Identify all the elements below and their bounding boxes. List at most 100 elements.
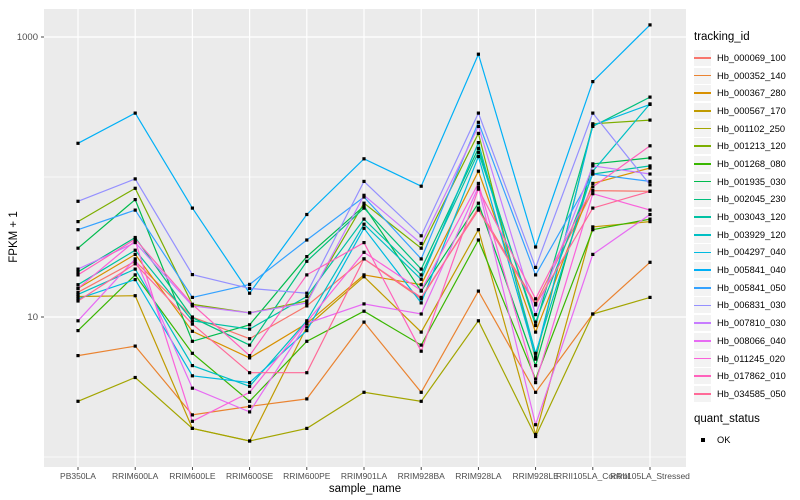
data-point <box>591 181 595 185</box>
data-point <box>648 156 652 160</box>
x-tick-label: RRIM600PE <box>283 471 331 481</box>
data-point <box>248 371 252 375</box>
legend-key-swatch <box>694 138 711 155</box>
data-point <box>190 316 194 320</box>
data-point <box>362 179 366 183</box>
data-point <box>419 267 423 271</box>
data-point <box>476 187 480 191</box>
data-point <box>476 206 480 210</box>
legend-item: Hb_005841_040 <box>694 261 800 279</box>
x-axis-title: sample_name <box>328 483 402 495</box>
data-point <box>419 295 423 299</box>
data-point <box>534 351 538 355</box>
data-point <box>476 185 480 189</box>
data-point <box>305 255 309 259</box>
data-point <box>305 426 309 430</box>
legend-item-label: Hb_000352_140 <box>717 70 786 81</box>
data-point <box>534 245 538 249</box>
data-point <box>133 177 137 181</box>
data-point <box>476 238 480 242</box>
legend-item: Hb_005841_050 <box>694 279 800 297</box>
data-point <box>648 164 652 168</box>
legend: tracking_id Hb_000069_100 Hb_000352_140 Hb… <box>694 31 800 448</box>
legend-key-swatch <box>694 315 711 332</box>
data-point <box>419 343 423 347</box>
data-point <box>648 172 652 176</box>
data-point <box>591 164 595 168</box>
data-point <box>133 111 137 115</box>
legend-color-line <box>694 269 711 271</box>
legend-item: Hb_003043_120 <box>694 208 800 226</box>
data-point <box>648 220 652 224</box>
legend-key-swatch <box>694 244 711 261</box>
data-point <box>76 220 80 224</box>
data-point <box>190 374 194 378</box>
legend-item-label: Hb_001213_120 <box>717 141 786 152</box>
data-point <box>591 185 595 189</box>
data-point <box>362 257 366 261</box>
data-point <box>133 248 137 252</box>
data-point <box>133 267 137 271</box>
legend-item-label: Hb_005841_050 <box>717 282 786 293</box>
data-point <box>190 322 194 326</box>
data-point <box>305 329 309 333</box>
data-point <box>534 265 538 269</box>
legend-item-label: Hb_001935_030 <box>717 176 786 187</box>
legend-key-swatch <box>694 85 711 102</box>
legend-key-swatch <box>694 67 711 84</box>
data-point <box>190 339 194 343</box>
data-point <box>76 329 80 333</box>
data-point <box>476 124 480 128</box>
data-point <box>133 278 137 282</box>
legend-color-line <box>694 286 711 289</box>
data-point <box>248 311 252 315</box>
data-point <box>190 426 194 430</box>
data-point <box>190 329 194 333</box>
data-point <box>648 179 652 183</box>
data-point <box>76 283 80 287</box>
legend-color-line <box>694 198 711 201</box>
y-tick-label: 10 <box>27 312 38 323</box>
legend-item-label: Hb_000567_170 <box>717 105 786 116</box>
data-point <box>76 292 80 296</box>
data-point <box>76 267 80 271</box>
legend-key-swatch <box>694 102 711 119</box>
legend-color-line <box>694 110 711 112</box>
data-point <box>133 239 137 243</box>
x-tick-label: RRIM901LA <box>341 471 388 481</box>
data-point <box>591 192 595 196</box>
data-point <box>305 212 309 217</box>
data-point <box>305 299 309 303</box>
data-point <box>133 273 137 277</box>
data-point <box>76 228 80 232</box>
data-point <box>419 399 423 403</box>
data-point <box>76 273 80 277</box>
data-point <box>476 52 480 56</box>
legend-item-label: Hb_001268_080 <box>717 158 786 169</box>
data-point <box>133 294 137 298</box>
legend-item: Hb_004297_040 <box>694 244 800 262</box>
data-point <box>591 228 595 232</box>
data-point <box>591 206 595 210</box>
x-tick-label: PB350LA <box>60 471 96 481</box>
data-point <box>419 390 423 394</box>
data-point <box>591 169 595 173</box>
data-point <box>76 199 80 203</box>
data-point <box>190 351 194 355</box>
legend-key-swatch <box>694 191 711 208</box>
data-point <box>534 432 538 436</box>
legend-item: Hb_000352_140 <box>694 67 800 85</box>
data-point <box>476 154 480 159</box>
data-point <box>76 319 80 323</box>
data-point <box>591 312 595 316</box>
legend-item-label: Hb_002045_230 <box>717 194 786 205</box>
data-point <box>305 320 309 324</box>
legend-item: Hb_008066_040 <box>694 332 800 350</box>
data-point <box>248 404 252 408</box>
data-point <box>648 183 652 187</box>
data-point <box>76 399 80 403</box>
data-point <box>648 95 652 99</box>
legend-item: Hb_001102_250 <box>694 120 800 138</box>
data-point <box>476 141 480 145</box>
